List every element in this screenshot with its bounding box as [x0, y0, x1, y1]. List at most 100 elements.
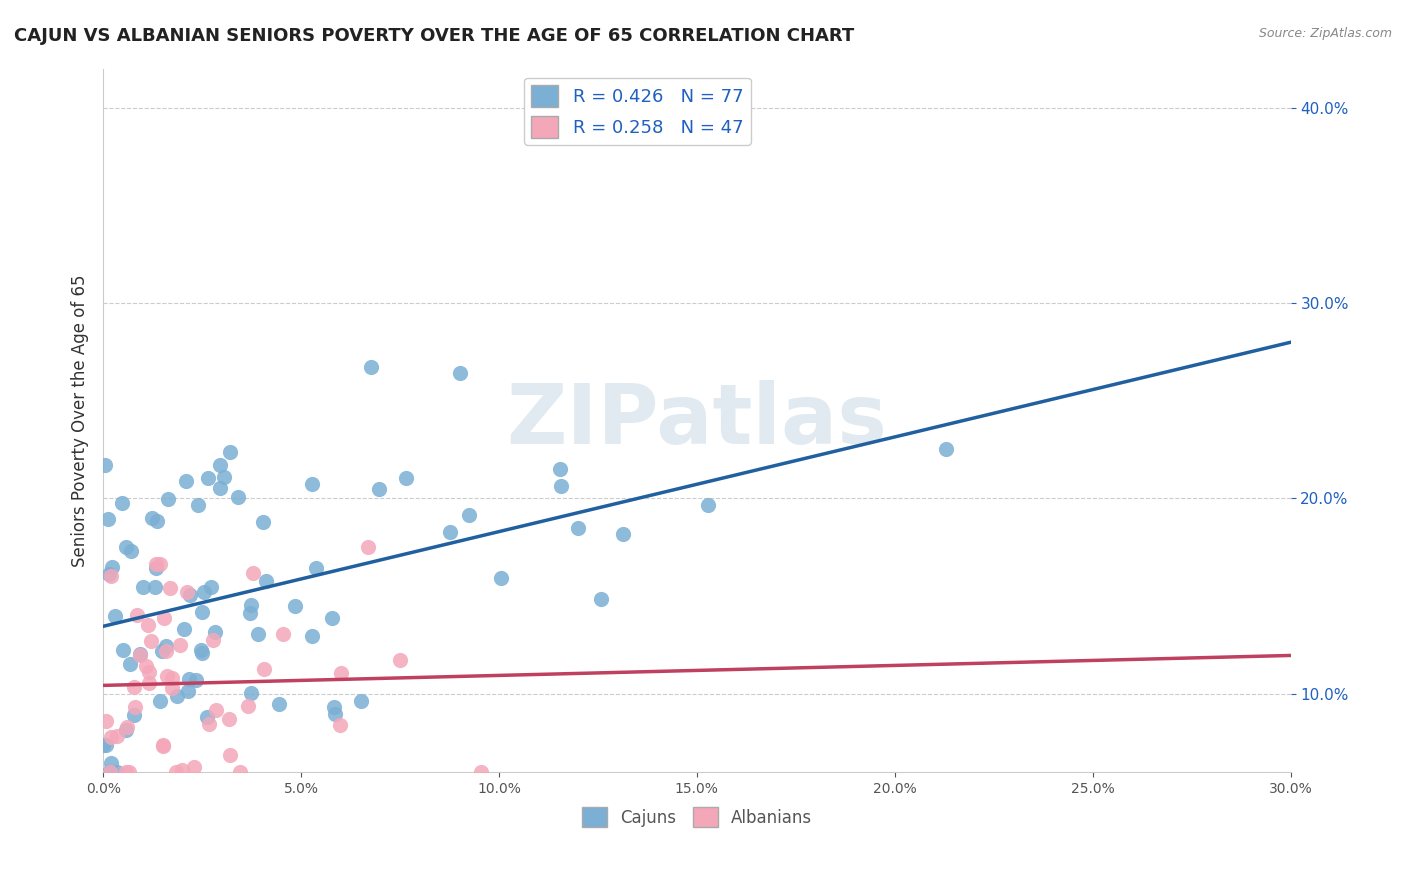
Point [200, 580, 222, 594]
Point [177, 684, 200, 698]
Point [118, 765, 141, 780]
Point [323, 706, 346, 721]
Point [198, 717, 221, 731]
Point [166, 765, 188, 780]
Point [179, 672, 201, 686]
Point [212, 470, 235, 484]
Point [271, 626, 294, 640]
Point [96, 738, 118, 752]
Point [548, 461, 571, 475]
Point [301, 476, 323, 491]
Point [219, 445, 242, 459]
Point [97, 512, 120, 526]
Legend: Cajuns, Albanians: Cajuns, Albanians [575, 800, 818, 834]
Point [190, 646, 212, 660]
Point [129, 647, 152, 661]
Point [118, 657, 141, 671]
Point [138, 665, 160, 680]
Point [100, 756, 122, 770]
Point [187, 498, 209, 512]
Point [219, 747, 242, 762]
Point [252, 516, 274, 530]
Point [350, 694, 373, 708]
Point [135, 658, 157, 673]
Point [115, 540, 138, 554]
Point [93, 739, 115, 753]
Point [139, 634, 162, 648]
Point [122, 708, 145, 723]
Point [159, 582, 181, 596]
Point [226, 490, 249, 504]
Point [323, 700, 346, 714]
Text: Source: ZipAtlas.com: Source: ZipAtlas.com [1258, 27, 1392, 40]
Point [218, 712, 240, 726]
Point [141, 511, 163, 525]
Point [111, 496, 134, 510]
Point [155, 640, 177, 654]
Text: ZIPatlas: ZIPatlas [506, 380, 887, 461]
Point [360, 359, 382, 374]
Point [149, 694, 172, 708]
Point [449, 366, 471, 380]
Point [368, 482, 391, 496]
Point [395, 471, 418, 485]
Point [156, 492, 179, 507]
Point [156, 669, 179, 683]
Point [195, 710, 218, 724]
Point [97, 566, 120, 581]
Point [254, 574, 277, 589]
Point [388, 653, 411, 667]
Point [204, 702, 226, 716]
Point [242, 566, 264, 580]
Point [145, 561, 167, 575]
Point [160, 681, 183, 695]
Point [152, 738, 174, 752]
Point [160, 671, 183, 685]
Point [591, 591, 613, 606]
Point [170, 764, 193, 778]
Point [122, 681, 145, 695]
Point [305, 561, 328, 575]
Point [201, 633, 224, 648]
Point [208, 458, 231, 472]
Point [105, 765, 128, 780]
Point [439, 524, 461, 539]
Point [184, 673, 207, 688]
Point [94, 458, 117, 472]
Point [935, 442, 957, 456]
Point [98, 765, 121, 780]
Point [174, 475, 197, 489]
Point [125, 607, 148, 622]
Point [115, 720, 138, 734]
Point [131, 580, 153, 594]
Point [143, 580, 166, 594]
Point [120, 544, 142, 558]
Point [166, 689, 188, 703]
Point [330, 665, 353, 680]
Point [238, 607, 260, 621]
Point [321, 610, 343, 624]
Point [169, 638, 191, 652]
Point [236, 699, 259, 714]
Point [153, 611, 176, 625]
Point [150, 644, 173, 658]
Point [329, 718, 352, 732]
Point [152, 739, 174, 754]
Point [101, 560, 124, 574]
Point [301, 629, 323, 643]
Point [183, 759, 205, 773]
Point [253, 661, 276, 675]
Point [284, 599, 307, 613]
Point [190, 643, 212, 657]
Point [229, 765, 252, 780]
Point [146, 514, 169, 528]
Point [136, 618, 159, 632]
Point [550, 479, 572, 493]
Point [247, 626, 270, 640]
Point [97, 765, 120, 780]
Point [179, 588, 201, 602]
Point [204, 624, 226, 639]
Point [176, 585, 198, 599]
Point [269, 697, 291, 711]
Point [197, 471, 219, 485]
